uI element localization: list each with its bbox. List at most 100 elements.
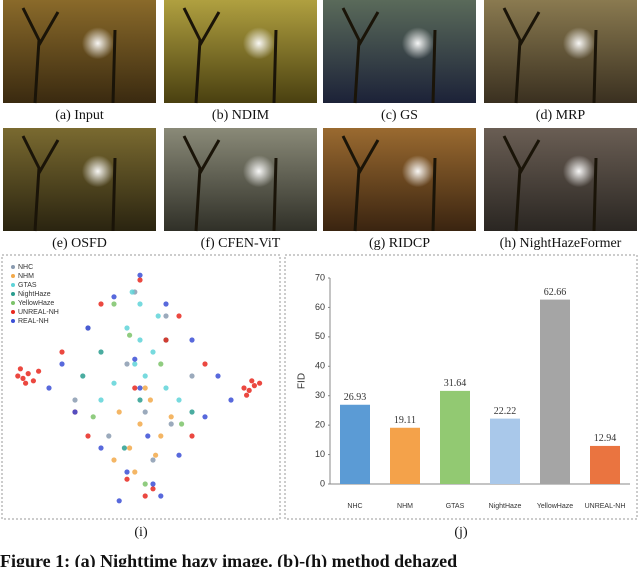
scatter-point	[137, 385, 143, 391]
x-tick-label: NHM	[397, 503, 413, 510]
scatter-point	[90, 414, 96, 420]
legend-swatch	[11, 319, 15, 323]
scatter-point	[46, 385, 52, 391]
scatter-point	[116, 409, 122, 415]
scatter-point	[124, 325, 130, 331]
scatter-point	[124, 469, 130, 475]
scatter-point	[129, 289, 135, 295]
photo-tree	[341, 135, 437, 232]
scatter-point	[168, 421, 174, 427]
scatter-point	[98, 301, 104, 307]
scatter-point	[127, 332, 133, 338]
image-caption: (f) CFEN-ViT	[201, 236, 281, 251]
scatter-point	[163, 313, 169, 319]
scatter-point	[116, 498, 122, 504]
bar	[390, 427, 420, 484]
scatter-point	[59, 361, 65, 367]
scatter-point	[153, 452, 159, 458]
scatter-point	[150, 481, 156, 487]
legend-label: NightHaze	[18, 291, 51, 298]
bar	[490, 418, 520, 484]
scatter-point	[249, 378, 255, 384]
scatter-point	[176, 452, 182, 458]
image-caption: (c) GS	[381, 108, 418, 123]
scatter-point	[15, 373, 21, 379]
scatter-point	[137, 301, 143, 307]
y-tick-label: 10	[315, 449, 325, 459]
scatter-point	[132, 361, 138, 367]
scatter-point	[72, 409, 78, 415]
x-tick-label: NightHaze	[489, 503, 522, 510]
scatter-point	[142, 481, 148, 487]
legend-label: NHC	[18, 264, 33, 271]
legend-label: REAL-NH	[18, 318, 49, 325]
scatter-point	[158, 433, 164, 439]
scatter-point	[127, 445, 133, 451]
legend-swatch	[11, 283, 15, 287]
y-tick-label: 50	[315, 331, 325, 341]
panel-caption: (i)	[134, 525, 148, 540]
legend-swatch	[11, 274, 15, 278]
scatter-point	[142, 373, 148, 379]
scatter-point	[25, 371, 31, 377]
scatter-point	[20, 375, 26, 381]
photo-tree	[341, 7, 437, 104]
value-label: 12.94	[594, 433, 617, 444]
value-label: 19.11	[394, 415, 416, 426]
scatter-point	[98, 397, 104, 403]
photo-tree	[182, 7, 278, 104]
photo-light	[81, 27, 114, 60]
bar	[540, 299, 570, 484]
scatter-point	[137, 272, 143, 278]
scatter-point	[168, 414, 174, 420]
scatter-point	[132, 356, 138, 362]
photo-light	[401, 155, 434, 188]
scatter-point	[85, 325, 91, 331]
scatter-point	[145, 433, 151, 439]
scatter-point	[137, 397, 143, 403]
scatter-point	[189, 373, 195, 379]
scatter-point	[150, 457, 156, 463]
scatter-point	[111, 457, 117, 463]
x-tick-label: YellowHaze	[537, 503, 573, 510]
scatter-point	[142, 385, 148, 391]
scatter-point	[215, 373, 221, 379]
scatter-point	[111, 301, 117, 307]
scatter-point	[85, 433, 91, 439]
scatter-point	[121, 445, 127, 451]
photo-tree	[182, 135, 278, 232]
scatter-point	[163, 337, 169, 343]
bar	[440, 390, 470, 484]
scatter-point	[59, 349, 65, 355]
photo-tree	[502, 7, 598, 104]
y-tick-label: 30	[315, 390, 325, 400]
value-label: 22.22	[494, 406, 517, 417]
scatter-point	[176, 313, 182, 319]
scatter-point	[158, 361, 164, 367]
scatter-point	[150, 349, 156, 355]
scatter-point	[132, 469, 138, 475]
scatter-point	[142, 409, 148, 415]
image-caption: (d) MRP	[536, 108, 586, 123]
scatter-point	[257, 380, 263, 386]
scatter-point	[228, 397, 234, 403]
y-tick-label: 70	[315, 272, 325, 282]
scatter-point	[158, 493, 164, 499]
scatter-point	[23, 380, 29, 386]
photo-light	[242, 155, 275, 188]
y-tick-label: 0	[320, 478, 325, 488]
figure-caption: Figure 1: (a) Nighttime hazy image. (b)-…	[0, 551, 457, 567]
scatter-point	[111, 380, 117, 386]
y-tick-label: 20	[315, 420, 325, 430]
scatter-point	[241, 385, 247, 391]
x-tick-label: UNREAL-NH	[585, 503, 626, 510]
scatter-point	[137, 337, 143, 343]
scatter-point	[189, 337, 195, 343]
scatter-point	[147, 397, 153, 403]
scatter-point	[202, 361, 208, 367]
y-tick-label: 60	[315, 302, 325, 312]
legend-label: YellowHaze	[18, 300, 54, 307]
scatter-point	[179, 421, 185, 427]
x-tick-label: GTAS	[446, 503, 465, 510]
legend-label: UNREAL-NH	[18, 309, 59, 316]
